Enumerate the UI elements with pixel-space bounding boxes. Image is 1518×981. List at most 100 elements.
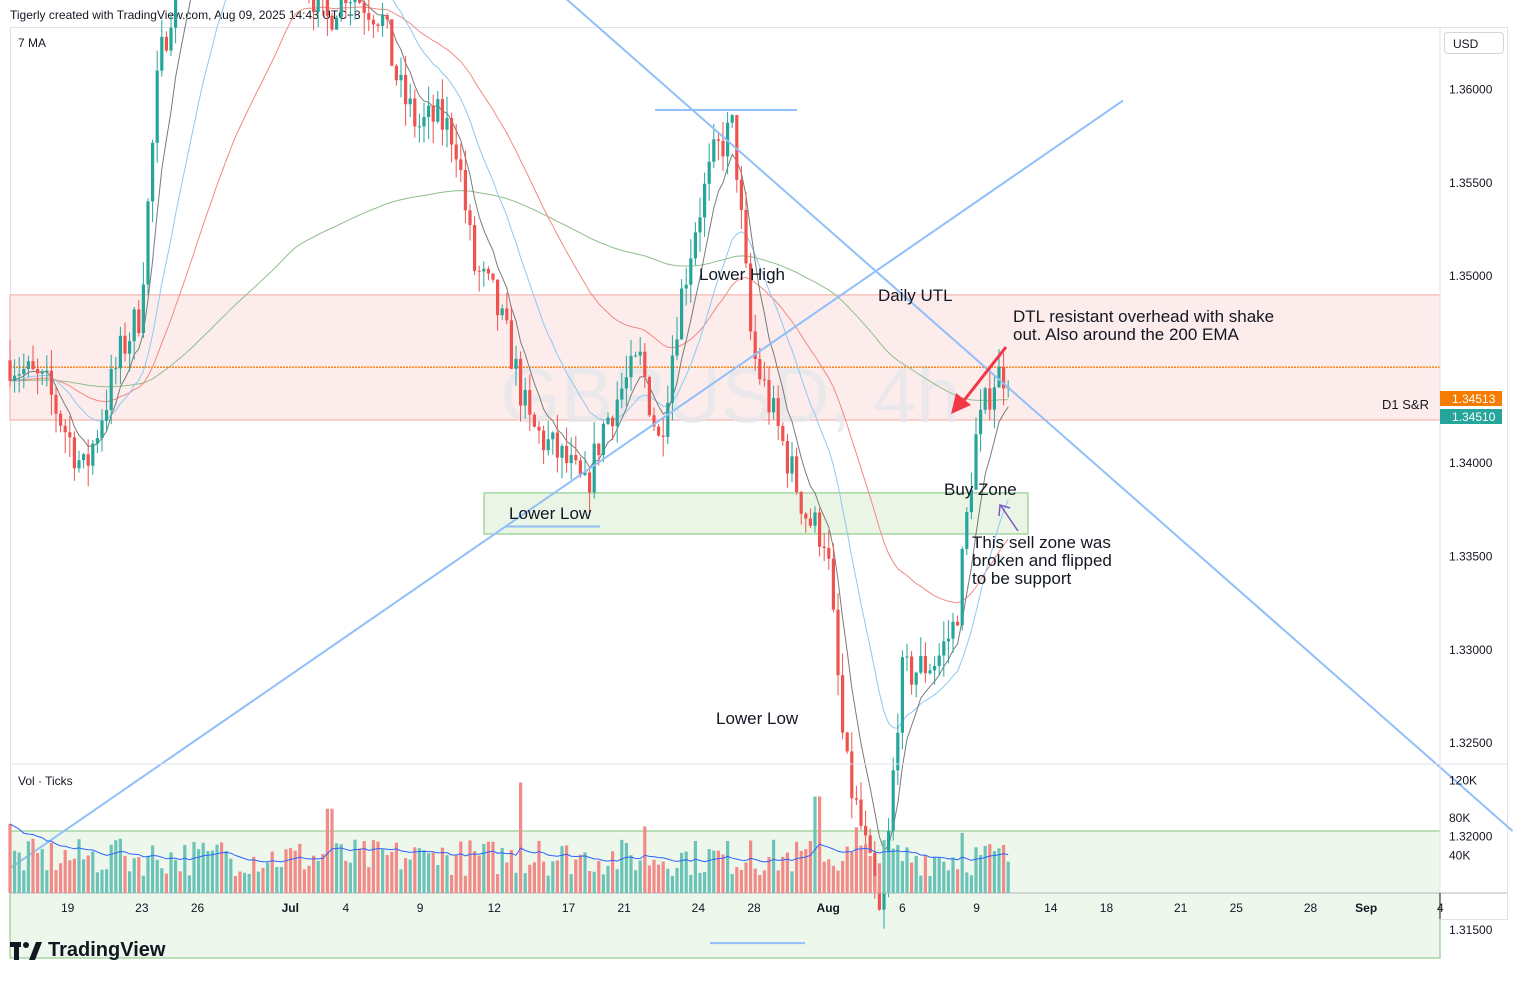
currency-selector[interactable]: USD	[1444, 32, 1504, 54]
volume-bar-32	[155, 859, 159, 893]
time-tick-0: 19	[61, 901, 75, 915]
volume-bar-41	[197, 849, 201, 893]
candle-78	[367, 0, 371, 32]
volume-bar-0	[8, 823, 12, 893]
volume-bar-64	[302, 869, 306, 893]
volume-bar-153	[712, 850, 716, 893]
price-tick-12: 1.31500	[1449, 923, 1493, 937]
candle-91	[427, 86, 431, 140]
volume-bar-171	[795, 841, 799, 893]
volume-bar-85	[399, 869, 403, 893]
candle-9	[49, 350, 53, 416]
red-arrow-icon	[951, 346, 1008, 414]
candle-80	[376, 22, 380, 33]
flip-note-line2: broken and flipped	[972, 551, 1112, 570]
candle-112	[523, 377, 527, 419]
candle-77	[362, 0, 366, 35]
volume-bar-98	[459, 841, 463, 893]
time-tick-18: 28	[1304, 901, 1318, 915]
volume-bar-128	[597, 861, 601, 893]
candle-106	[496, 279, 500, 331]
volume-bar-43	[206, 851, 210, 893]
volume-bar-173	[804, 849, 808, 893]
candle-107	[500, 304, 504, 320]
candle-151	[703, 172, 707, 237]
candle-31	[151, 139, 155, 223]
candle-163	[758, 347, 762, 385]
tradingview-logo[interactable]: TradingView	[10, 939, 165, 962]
candle-154	[716, 132, 720, 161]
volume-bar-50	[238, 871, 242, 893]
candle-162	[753, 314, 757, 371]
candle-193	[896, 713, 900, 785]
candle-145	[675, 317, 679, 361]
candle-21	[105, 389, 109, 432]
volume-tick-2: 40K	[1449, 849, 1470, 863]
volume-bar-192	[891, 848, 895, 893]
candle-122	[569, 437, 573, 480]
volume-bar-144	[670, 875, 674, 893]
ma-indicator-label[interactable]: 7 MA	[18, 36, 47, 50]
time-axis[interactable]: 19 23 26 Jul 4 9 12 17 21 24 28 Aug 6 9 14 18 21 25 28 Sep 4	[61, 901, 1444, 915]
volume-bar-159	[739, 869, 743, 893]
candle-167	[776, 385, 780, 441]
candle-206	[956, 615, 960, 626]
volume-bar-62	[293, 850, 297, 893]
volume-bar-212	[983, 845, 987, 893]
candle-73	[344, 0, 348, 19]
time-tick-7: 17	[562, 901, 576, 915]
dtl-trendline[interactable]	[270, 0, 1514, 832]
volume-ma-line	[9, 823, 1009, 863]
volume-bar-102	[477, 855, 481, 893]
volume-bar-53	[252, 856, 256, 893]
candle-89	[417, 113, 421, 143]
volume-bar-92	[431, 852, 435, 893]
dtl-note-line2: out. Also around the 200 EMA	[1013, 325, 1240, 344]
volume-bar-203	[942, 861, 946, 893]
candle-169	[785, 433, 789, 488]
price-tick-8: 1.33500	[1449, 549, 1493, 563]
volume-axis: 120K 80K 40K	[1449, 774, 1477, 863]
purple-arrow-icon	[998, 504, 1019, 532]
volume-bar-33	[160, 868, 164, 893]
candle-25	[123, 322, 127, 362]
candle-7	[40, 369, 44, 386]
candle-10	[54, 387, 58, 433]
candle-157	[730, 114, 734, 128]
candle-19	[95, 429, 99, 454]
volume-bar-86	[404, 858, 408, 893]
last-price-tag: 1.34510	[1452, 410, 1496, 424]
price-axis[interactable]: 1.380001.375001.370001.365001.360001.355…	[1449, 0, 1493, 981]
candle-178	[827, 530, 831, 570]
candle-94	[440, 79, 444, 146]
candle-11	[59, 410, 63, 433]
volume-bar-25	[123, 855, 127, 893]
candle-201	[933, 656, 937, 685]
volume-bar-52	[247, 873, 251, 893]
volume-indicator-label[interactable]: Vol · Ticks	[18, 774, 73, 788]
volume-bar-81	[381, 849, 385, 893]
volume-bar-200	[928, 876, 932, 893]
volume-bar-191	[887, 851, 891, 893]
time-tick-14: 14	[1044, 901, 1058, 915]
flip-note-line3: to be support	[972, 569, 1072, 588]
volume-bar-175	[813, 796, 817, 893]
candle-81	[381, 2, 385, 37]
volume-bar-103	[482, 843, 486, 893]
candle-30	[146, 198, 150, 295]
candle-173	[804, 511, 808, 533]
candle-84	[394, 63, 398, 86]
volume-bar-78	[367, 867, 371, 893]
volume-bar-80	[376, 841, 380, 893]
volume-bar-172	[799, 850, 803, 893]
daily-utl-trendline[interactable]	[9, 99, 1124, 870]
volume-bar-187	[868, 855, 872, 893]
candle-204	[946, 620, 950, 664]
candle-16	[82, 452, 86, 469]
volume-bar-105	[491, 841, 495, 893]
volume-bar-3	[22, 870, 26, 893]
time-tick-3: Jul	[282, 901, 299, 915]
volume-bar-39	[187, 875, 191, 893]
volume-bar-110	[514, 872, 518, 893]
